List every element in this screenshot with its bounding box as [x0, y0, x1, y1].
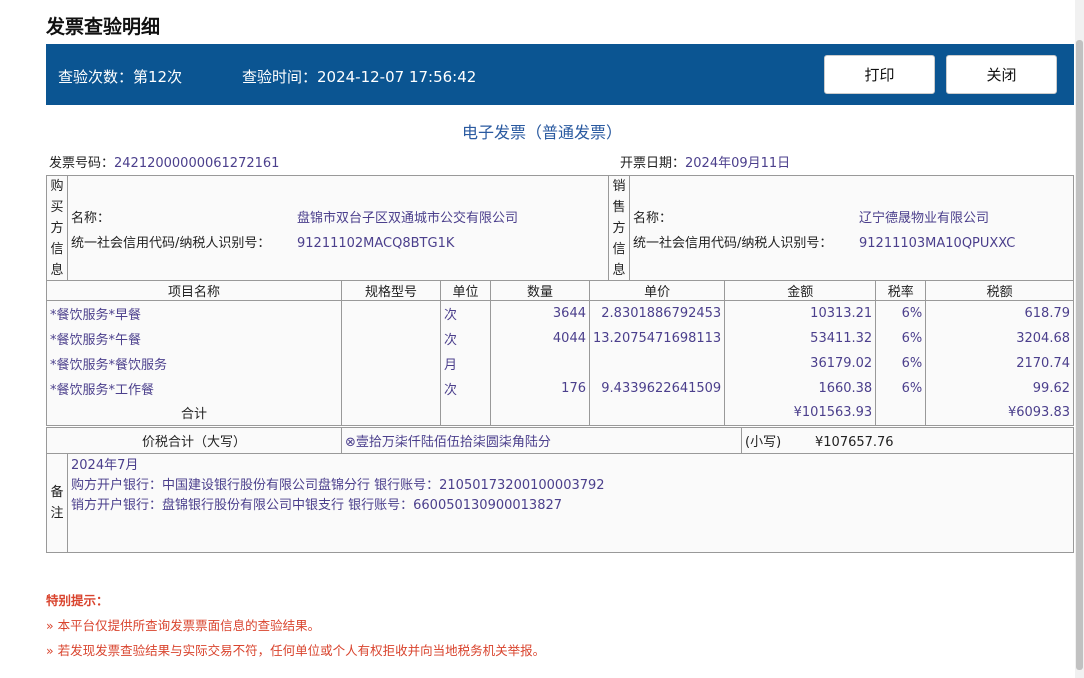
empty-cell — [875, 400, 927, 426]
print-button[interactable]: 打印 — [824, 55, 935, 94]
column-header: 单位 — [440, 280, 491, 301]
cell-tax: 618.79 — [925, 300, 1074, 326]
seller-section-label: 销售方信息 — [608, 175, 630, 282]
remark-line: 2024年7月 — [71, 458, 139, 473]
empty-cell — [490, 400, 590, 426]
cell-qty: 4044 — [490, 325, 590, 351]
invoice-type: 电子发票（普通发票） — [461, 123, 622, 142]
cell-amount: 1660.38 — [724, 375, 877, 401]
column-header: 金额 — [724, 280, 877, 301]
cell-price: 2.8301886792453 — [588, 300, 726, 326]
buyer-id-label: 统一社会信用代码/纳税人识别号： — [71, 235, 271, 251]
buyer-id: 91211102MACQ8BTG1K — [297, 235, 455, 251]
cell-name: *餐饮服务*午餐 — [46, 325, 342, 351]
notice-item: » 若发现发票查验结果与实际交易不符，任何单位或个人有权拒收并向当地税务机关举报… — [46, 643, 546, 658]
invoice-number-field: 发票号码：24212000000061272161 — [49, 152, 279, 171]
cell-tax: 3204.68 — [925, 325, 1074, 351]
remark-line: 购方开户银行：中国建设银行股份有限公司盘锦分行 银行账号：21050173200… — [71, 478, 605, 493]
items-table: 项目名称 规格型号 单位 数量 单价 金额 税率 税额 *餐饮服务*早餐次 3644 2.8301… — [46, 280, 1074, 426]
invoice-date-label: 开票日期： — [620, 156, 686, 171]
cell-rate: 6% — [875, 325, 927, 351]
empty-cell — [588, 400, 726, 426]
column-header: 数量 — [490, 280, 590, 301]
table-row: *餐饮服务*午餐 次 4044 13.2075471698113 53411.32 6% 3… — [46, 325, 1074, 351]
buyer-name-label: 名称： — [71, 210, 111, 226]
notice: 特别提示： » 本平台仅提供所查询发票票面信息的查验结果。 » 若发现发票查验结… — [46, 590, 545, 665]
total-row: 合计 ¥101563.93 ¥6093.83 — [46, 400, 1074, 426]
column-header: 税额 — [925, 280, 1074, 301]
cell-spec — [341, 325, 441, 351]
total-tax: ¥6093.83 — [925, 400, 1074, 426]
remark-label: 备注 — [46, 453, 68, 553]
seller-info: 名称： 辽宁德晟物业有限公司 统一社会信用代码/纳税人识别号： 91211103MA… — [629, 175, 1074, 282]
seller-name: 辽宁德晟物业有限公司 — [859, 210, 990, 226]
grand-small-label: (小写) — [745, 435, 782, 450]
cell-rate: 6% — [875, 375, 927, 401]
cell-name: *餐饮服务*餐饮服务 — [46, 350, 342, 376]
cell-spec — [341, 300, 441, 326]
invoice-number: 24212000000061272161 — [114, 156, 280, 171]
page-title: 发票查验明细 — [46, 16, 161, 38]
check-count: 查验次数：第12次 — [58, 68, 183, 86]
seller-id: 91211103MA10QPUXXC — [859, 235, 1016, 251]
grand-total-label: 价税合计（大写） — [46, 427, 342, 454]
column-header: 规格型号 — [341, 280, 441, 301]
cell-amount: 10313.21 — [724, 300, 877, 326]
cell-price: 13.2075471698113 — [588, 325, 726, 351]
cell-rate: 6% — [875, 300, 927, 326]
column-header: 税率 — [875, 280, 927, 301]
column-header: 单价 — [588, 280, 726, 301]
remarks-table: 备注 2024年7月购方开户银行：中国建设银行股份有限公司盘锦分行 银行账号：2… — [46, 453, 1074, 553]
cell-price: 9.4339622641509 — [588, 375, 726, 401]
cell-tax: 99.62 — [925, 375, 1074, 401]
remark-line: 销方开户银行：盘锦银行股份有限公司中银支行 银行账号：6600501309000… — [71, 498, 563, 513]
cell-name: *餐饮服务*早餐 — [46, 300, 342, 326]
scrollbar[interactable] — [1075, 0, 1084, 678]
cell-tax: 2170.74 — [925, 350, 1074, 376]
buyer-info: 名称： 盘锦市双台子区双通城市公交有限公司 统一社会信用代码/纳税人识别号： 912… — [67, 175, 609, 282]
empty-cell — [341, 400, 441, 426]
cell-unit: 次 — [440, 300, 491, 326]
scrollbar-thumb[interactable] — [1076, 40, 1083, 670]
cell-rate: 6% — [875, 350, 927, 376]
grand-total-table: 价税合计（大写） ⊗壹拾万柒仟陆佰伍拾柒圆柒角陆分 (小写) ¥107657.76 — [46, 427, 1074, 454]
grand-total-upper: ⊗壹拾万柒仟陆佰伍拾柒圆柒角陆分 — [341, 427, 742, 454]
party-table: 购买方信息 名称： 盘锦市双台子区双通城市公交有限公司 统一社会信用代码/纳税人识… — [46, 175, 1074, 282]
seller-name-label: 名称： — [633, 210, 673, 226]
cell-unit: 次 — [440, 375, 491, 401]
check-time: 查验时间：2024-12-07 17:56:42 — [242, 68, 477, 86]
header-bar: 查验次数：第12次 查验时间：2024-12-07 17:56:42 打印 关闭 — [46, 44, 1074, 105]
column-header: 项目名称 — [46, 280, 342, 301]
table-row: *餐饮服务*早餐 次 3644 2.8301886792453 10313.21 6% 61… — [46, 300, 1074, 326]
cell-qty — [490, 350, 590, 376]
table-row: *餐饮服务*餐饮服务 月 36179.02 6% 2170.74 — [46, 350, 1074, 376]
cell-qty: 3644 — [490, 300, 590, 326]
empty-cell — [440, 400, 491, 426]
cell-price — [588, 350, 726, 376]
cell-unit: 次 — [440, 325, 491, 351]
cell-spec — [341, 375, 441, 401]
invoice-number-label: 发票号码： — [49, 156, 115, 171]
notice-item: » 本平台仅提供所查询发票票面信息的查验结果。 — [46, 618, 321, 633]
cell-name: *餐饮服务*工作餐 — [46, 375, 342, 401]
cell-qty: 176 — [490, 375, 590, 401]
total-amount: ¥101563.93 — [724, 400, 877, 426]
total-label: 合计 — [46, 400, 342, 426]
buyer-name: 盘锦市双台子区双通城市公交有限公司 — [297, 210, 519, 226]
buyer-section-label: 购买方信息 — [46, 175, 68, 282]
notice-title: 特别提示： — [46, 593, 109, 608]
invoice-date-field: 开票日期：2024年09月11日 — [620, 152, 790, 171]
grand-total-small: ¥107657.76 — [815, 435, 894, 450]
cell-amount: 36179.02 — [724, 350, 877, 376]
seller-id-label: 统一社会信用代码/纳税人识别号： — [633, 235, 833, 251]
cell-amount: 53411.32 — [724, 325, 877, 351]
table-row: *餐饮服务*工作餐 次 176 9.4339622641509 1660.38 6% 99.… — [46, 375, 1074, 401]
invoice-date: 2024年09月11日 — [685, 156, 791, 171]
cell-unit: 月 — [440, 350, 491, 376]
close-button[interactable]: 关闭 — [946, 55, 1057, 94]
cell-spec — [341, 350, 441, 376]
remarks: 2024年7月购方开户银行：中国建设银行股份有限公司盘锦分行 银行账号：2105… — [67, 453, 1074, 553]
